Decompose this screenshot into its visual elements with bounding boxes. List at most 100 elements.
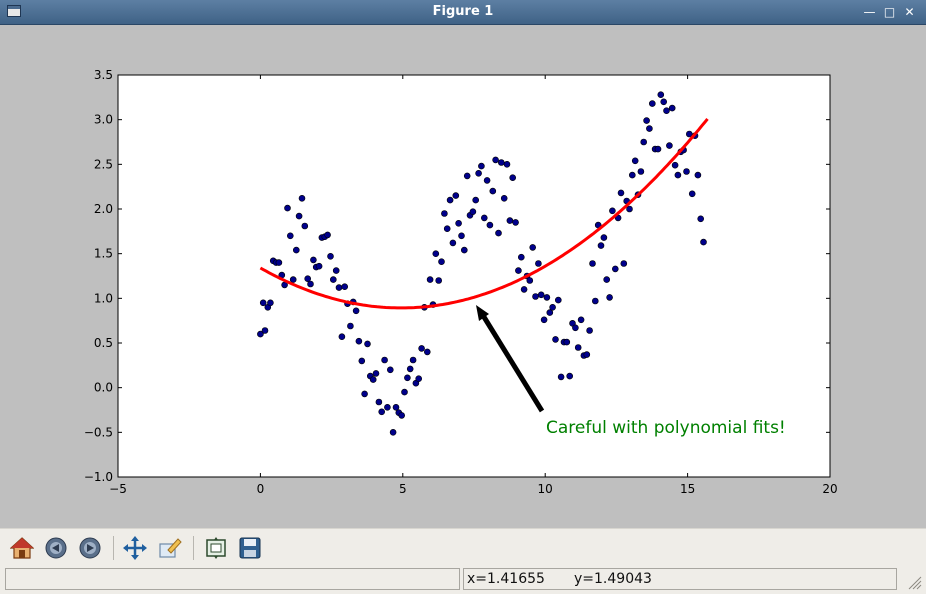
scatter-point xyxy=(259,299,267,307)
scatter-point xyxy=(609,207,616,215)
scatter-point xyxy=(295,212,303,220)
scatter-point xyxy=(554,296,562,304)
scatter-point xyxy=(267,299,274,307)
forward-arrow-icon xyxy=(79,537,101,559)
scatter-point xyxy=(495,229,502,237)
scatter-point xyxy=(597,242,605,249)
pan-button[interactable] xyxy=(122,535,148,561)
y-tick-label: 3.5 xyxy=(94,68,113,82)
scatter-point xyxy=(409,356,417,364)
axes-frame[interactable] xyxy=(117,74,831,478)
status-message xyxy=(5,568,460,590)
scatter-point xyxy=(631,157,639,165)
scatter-point xyxy=(458,232,465,240)
scatter-point xyxy=(657,91,665,98)
scatter-point xyxy=(426,276,434,283)
scatter-point xyxy=(275,259,283,266)
scatter-point xyxy=(304,275,312,282)
scatter-point xyxy=(418,345,425,352)
minimize-icon[interactable]: — xyxy=(863,5,876,19)
scatter-point xyxy=(606,294,613,301)
plot-svg[interactable]: −5 0 5 10 15 20 −1.0 −0.5 0.0 0.5 1.0 1.5 2.0 2.5 3.0 3… xyxy=(0,25,926,528)
scatter-point xyxy=(361,390,368,398)
scatter-point xyxy=(298,195,306,202)
close-icon[interactable]: ✕ xyxy=(904,5,915,19)
home-button[interactable] xyxy=(9,535,35,561)
forward-button[interactable] xyxy=(77,535,103,561)
scatter-point xyxy=(286,232,294,240)
scatter-point xyxy=(517,253,525,261)
y-coordinate: y=1.49043 xyxy=(574,571,652,587)
scatter-point xyxy=(566,372,574,380)
scatter-point xyxy=(423,348,431,356)
zoom-rect-icon xyxy=(159,538,182,558)
scatter-point xyxy=(478,162,485,170)
scatter-point xyxy=(546,309,554,316)
y-tick-label: −1.0 xyxy=(84,470,113,484)
coordinate-readout: x=1.41655 y=1.49043 xyxy=(463,568,897,590)
scatter-point xyxy=(532,293,539,300)
scatter-point xyxy=(401,388,408,396)
figure-canvas[interactable]: −5 0 5 10 15 20 −1.0 −0.5 0.0 0.5 1.0 1.5 2.0 2.5 3.0 3… xyxy=(0,25,926,528)
scatter-point xyxy=(577,316,585,324)
scatter-point xyxy=(503,161,511,168)
scatter-point xyxy=(327,253,334,260)
scatter-point xyxy=(637,168,645,175)
title-bar[interactable]: Figure 1 — □ ✕ xyxy=(0,0,926,25)
scatter-point xyxy=(480,214,488,222)
scatter-point xyxy=(549,303,556,311)
toolbar-separator xyxy=(113,536,114,560)
scatter-point xyxy=(515,267,522,274)
scatter-point xyxy=(329,276,337,283)
toolbar-separator xyxy=(193,536,194,560)
scatter-point xyxy=(378,408,386,416)
scatter-point xyxy=(671,161,679,169)
scatter-point xyxy=(574,344,582,351)
back-arrow-icon xyxy=(45,537,67,559)
x-tick-label: −5 xyxy=(109,482,127,496)
x-tick-label: 15 xyxy=(680,482,695,496)
scatter-point xyxy=(509,174,517,181)
y-tick-label: 2.5 xyxy=(94,157,113,171)
scatter-point xyxy=(406,365,414,373)
zoom-button[interactable] xyxy=(157,535,183,561)
scatter-point xyxy=(611,265,619,273)
scatter-point xyxy=(683,168,690,175)
scatter-point xyxy=(449,239,457,247)
annotation-arrow-shaft xyxy=(481,315,545,413)
scatter-point xyxy=(352,307,360,315)
scatter-point xyxy=(512,219,519,226)
scatter-point xyxy=(626,205,633,213)
scatter-point xyxy=(688,190,696,198)
resize-grip-icon[interactable] xyxy=(906,574,922,590)
window-title: Figure 1 xyxy=(432,4,494,19)
scatter-point xyxy=(355,337,363,345)
navigation-toolbar xyxy=(0,528,926,567)
save-button[interactable] xyxy=(237,535,263,561)
scatter-point xyxy=(455,220,462,227)
scatter-point xyxy=(603,276,611,283)
x-tick-label: 5 xyxy=(399,482,407,496)
x-coordinate: x=1.41655 xyxy=(467,571,545,587)
scatter-point xyxy=(384,403,391,411)
maximize-icon[interactable]: □ xyxy=(883,5,896,19)
scatter-point xyxy=(526,277,534,284)
y-tick-label: 3.0 xyxy=(94,113,113,127)
scatter-point xyxy=(535,260,542,267)
scatter-point xyxy=(500,195,508,202)
scatter-point xyxy=(292,246,300,254)
x-tick-label: 20 xyxy=(822,482,837,496)
scatter-point xyxy=(310,256,317,264)
scatter-point xyxy=(338,333,346,341)
scatter-point xyxy=(674,171,682,179)
scatter-point xyxy=(315,262,323,270)
annotation-arrow-head xyxy=(476,305,489,321)
scatter-point xyxy=(389,428,397,436)
back-button[interactable] xyxy=(43,535,69,561)
x-tick-label: 0 xyxy=(257,482,265,496)
configure-subplots-button[interactable] xyxy=(203,535,229,561)
subplots-icon xyxy=(206,537,226,559)
scatter-point xyxy=(666,142,673,149)
y-tick-label: −0.5 xyxy=(84,425,113,439)
app-window-icon[interactable] xyxy=(7,5,21,17)
